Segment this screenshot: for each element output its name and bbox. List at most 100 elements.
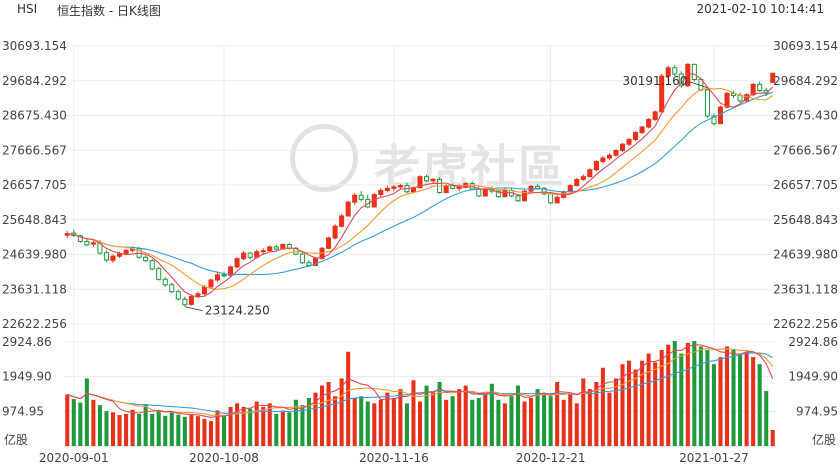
volume-bar (574, 403, 579, 446)
candle-body (750, 83, 756, 96)
price-tick-right: 30693.154 (773, 39, 838, 53)
candle-body (639, 126, 645, 134)
candle-body (175, 291, 181, 300)
candle-body (665, 67, 671, 77)
volume-bar (391, 397, 396, 446)
price-ma10-line (67, 87, 774, 290)
candle-body (332, 225, 338, 239)
volume-ma20-line (67, 352, 773, 414)
volume-bar (137, 413, 142, 446)
volume-bar (359, 396, 364, 446)
volume-bar (594, 381, 599, 446)
volume-bar (280, 410, 285, 446)
volume-bar (293, 399, 298, 446)
price-tick-right: 23631.118 (773, 282, 838, 296)
volume-bar (646, 353, 651, 446)
volume-bar (679, 353, 684, 446)
candle-body (123, 249, 129, 255)
volume-bar (411, 380, 416, 446)
candle-body (90, 242, 96, 245)
volume-bar (568, 392, 573, 446)
volume-bar (156, 410, 161, 446)
volume-tick-left: 1949.90 (2, 370, 52, 384)
volume-bar (97, 405, 102, 446)
volume-bar (685, 342, 690, 446)
candle-body (326, 237, 332, 249)
volume-bar (437, 381, 442, 446)
volume-bar (627, 360, 632, 446)
candle-body (554, 196, 560, 204)
volume-bar (65, 394, 70, 446)
volume-bar (744, 351, 749, 446)
candle-body (704, 89, 710, 117)
volume-ma5-line (67, 344, 774, 418)
price-tick-left: 30693.154 (2, 39, 67, 53)
volume-bar (319, 385, 325, 446)
price-tick-left: 24639.980 (2, 248, 67, 262)
volume-bar (705, 349, 710, 446)
volume-tick-left: 974.95 (2, 404, 44, 418)
volume-bar (417, 401, 423, 446)
candle-body (103, 252, 109, 261)
price-tick-right: 25648.843 (773, 213, 838, 227)
volume-bar (398, 389, 403, 446)
volume-bar (287, 412, 292, 446)
candle-body (234, 258, 240, 268)
volume-bar (215, 410, 220, 446)
volume-bar (620, 364, 625, 446)
volume-bar (71, 399, 76, 446)
volume-bar (738, 353, 743, 446)
volume-bar (339, 378, 344, 446)
volume-bar (509, 396, 514, 446)
volume-bar (653, 362, 658, 446)
volume-bar (235, 403, 240, 446)
candle-body (430, 178, 436, 182)
high-annotation: 30191.160 (623, 74, 688, 88)
candle-body (548, 193, 554, 204)
candle-body (567, 185, 573, 193)
volume-bar (300, 405, 305, 446)
volume-bar (248, 408, 253, 446)
volume-bar (195, 416, 200, 446)
candle-body (397, 185, 403, 188)
volume-bar (587, 389, 592, 446)
price-tick-right: 24639.980 (773, 248, 838, 262)
chart-header: HSI 恒生指数 - 日K线图 2021-02-10 10:14:41 (0, 0, 840, 18)
high-leader-line (689, 81, 708, 89)
volume-bar (267, 403, 272, 446)
volume-bar (470, 399, 475, 446)
volume-bar (326, 381, 331, 446)
candle-body (312, 258, 319, 267)
candle-body (724, 92, 730, 108)
candle-body (188, 296, 194, 305)
volume-bar (561, 399, 566, 446)
volume-bar (124, 413, 129, 446)
price-tick-left: 25648.843 (2, 213, 67, 227)
candle-body (241, 252, 247, 260)
candle-body (378, 189, 384, 196)
candle-body (201, 286, 207, 295)
candle-body (195, 293, 201, 298)
price-tick-right: 26657.705 (773, 178, 838, 192)
candle-body (626, 138, 632, 145)
volume-bar (515, 385, 521, 446)
volume-bar (613, 378, 618, 446)
volume-bar (365, 401, 370, 446)
volume-bar (548, 396, 553, 446)
volume-bar (313, 392, 318, 446)
date-tick-label: 2020-12-21 (516, 451, 586, 465)
candle-body (162, 278, 168, 286)
volume-bar (502, 403, 507, 446)
volume-bar (404, 403, 409, 446)
candle-body (482, 188, 488, 197)
candle-body (273, 246, 279, 250)
volume-bar (666, 344, 671, 446)
candle-body (711, 115, 717, 125)
candle-body (116, 253, 123, 257)
candle-body (214, 274, 221, 281)
volume-unit-left: 亿股 (4, 432, 28, 447)
volume-bar (254, 401, 259, 446)
candle-body (600, 157, 606, 162)
volume-tick-right: 1949.90 (788, 370, 838, 384)
